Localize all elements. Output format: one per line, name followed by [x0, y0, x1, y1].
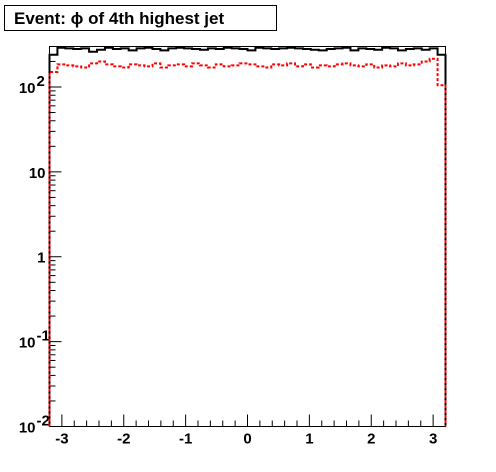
histogram-series-1: [48, 46, 447, 427]
x-tick-label: 0: [243, 431, 251, 448]
y-tick-exponent: 2: [37, 73, 45, 90]
x-tick-label: 2: [367, 431, 375, 448]
chart-title: Event: ϕ of 4th highest jet: [14, 9, 224, 28]
y-tick-label: 10: [29, 165, 46, 182]
x-tick-label: -1: [179, 431, 192, 448]
x-axis-ticks: -3 -2 -1 0 1 2 3: [49, 414, 446, 448]
title-box-frame: [4, 5, 277, 31]
y-tick-exponent: -1: [37, 328, 50, 345]
histogram-series-2: [48, 57, 447, 427]
x-tick-label: -2: [117, 431, 130, 448]
title-box: Event: ϕ of 4th highest jet: [4, 5, 277, 31]
y-tick-label: 10: [19, 335, 36, 352]
y-tick-exponent: -2: [37, 413, 50, 430]
y-tick-label: 1: [37, 250, 45, 267]
plot-frame: [49, 46, 446, 427]
x-tick-label: 1: [305, 431, 313, 448]
y-tick-label: 10: [19, 420, 36, 437]
y-tick-label: 10: [19, 80, 36, 97]
x-tick-label: -3: [55, 431, 68, 448]
x-tick-label: 3: [429, 431, 437, 448]
histogram-series: [48, 46, 447, 427]
